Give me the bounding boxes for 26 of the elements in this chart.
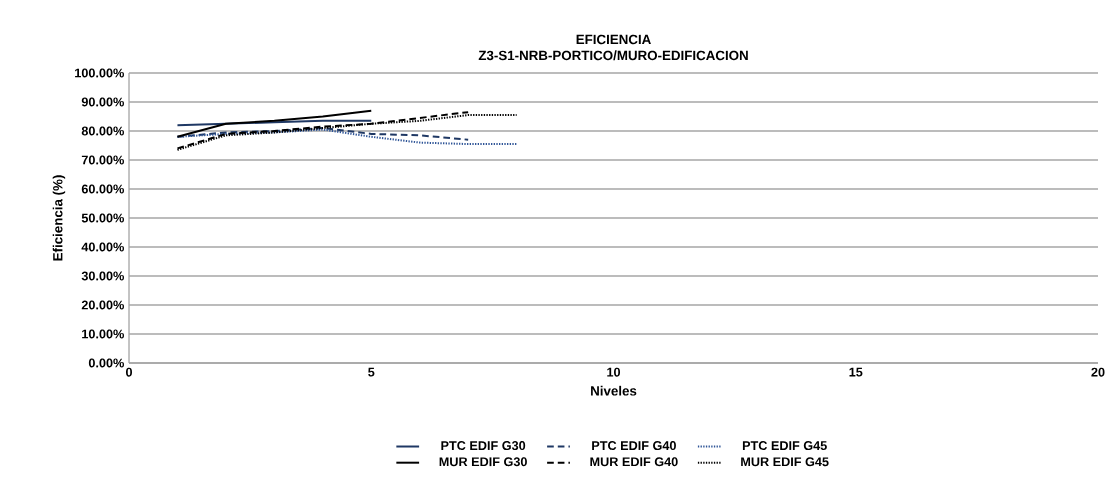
x-tick-label: 20 — [1091, 367, 1105, 377]
y-tick-label: 70.00% — [81, 155, 124, 165]
x-tick-label: 15 — [849, 367, 863, 377]
y-tick-label: 20.00% — [81, 300, 124, 310]
chart-subtitle: Z3-S1-NRB-PORTICO/MURO-EDIFICACION — [478, 50, 748, 61]
y-tick-label: 80.00% — [81, 126, 124, 136]
y-axis-title: Eficiencia (%) — [52, 175, 66, 261]
x-axis-title: Niveles — [591, 385, 637, 396]
legend-label: MUR EDIF G30 — [439, 457, 527, 467]
y-tick-label: 10.00% — [82, 329, 124, 339]
y-tick-label: 50.00% — [81, 213, 124, 223]
x-tick-label: 0 — [125, 367, 133, 377]
legend-label: PTC EDIF G45 — [742, 441, 827, 451]
chart-title: EFICIENCIA — [576, 34, 651, 45]
y-tick-label: 30.00% — [81, 271, 124, 281]
y-tick-label: 40.00% — [81, 242, 124, 252]
x-tick-label: 10 — [607, 367, 621, 377]
y-tick-label: 90.00% — [81, 97, 124, 107]
y-tick-label: 0.00% — [88, 358, 124, 368]
legend-label: PTC EDIF G40 — [592, 441, 676, 451]
legend-label: MUR EDIF G45 — [741, 457, 829, 467]
legend-label: MUR EDIF G40 — [590, 457, 678, 467]
y-tick-label: 100.00% — [75, 68, 124, 78]
x-tick-label: 5 — [368, 367, 375, 377]
y-tick-label: 60.00% — [81, 184, 124, 194]
legend-label: PTC EDIF G30 — [441, 441, 526, 451]
